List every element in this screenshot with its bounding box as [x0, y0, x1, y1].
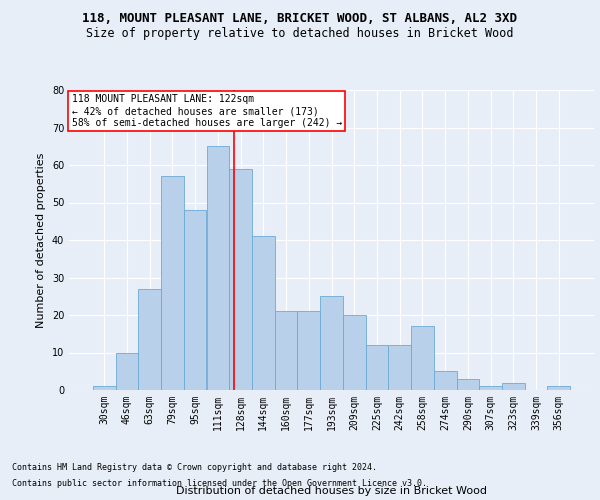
Bar [343, 315, 365, 390]
Bar [411, 326, 434, 390]
Y-axis label: Number of detached properties: Number of detached properties [36, 152, 46, 328]
Bar [116, 352, 139, 390]
Bar [320, 296, 343, 390]
Text: Contains public sector information licensed under the Open Government Licence v3: Contains public sector information licen… [12, 478, 427, 488]
Bar [161, 176, 184, 390]
Bar [365, 345, 388, 390]
Bar [139, 289, 161, 390]
Text: Contains HM Land Registry data © Crown copyright and database right 2024.: Contains HM Land Registry data © Crown c… [12, 464, 377, 472]
Bar [388, 345, 411, 390]
Bar [93, 386, 116, 390]
X-axis label: Distribution of detached houses by size in Bricket Wood: Distribution of detached houses by size … [176, 486, 487, 496]
Text: Size of property relative to detached houses in Bricket Wood: Size of property relative to detached ho… [86, 28, 514, 40]
Bar [275, 311, 298, 390]
Text: 118, MOUNT PLEASANT LANE, BRICKET WOOD, ST ALBANS, AL2 3XD: 118, MOUNT PLEASANT LANE, BRICKET WOOD, … [83, 12, 517, 26]
Bar [252, 236, 275, 390]
Bar [547, 386, 570, 390]
Bar [298, 311, 320, 390]
Bar [457, 379, 479, 390]
Bar [479, 386, 502, 390]
Bar [229, 169, 252, 390]
Bar [502, 382, 524, 390]
Bar [434, 371, 457, 390]
Bar [184, 210, 206, 390]
Bar [206, 146, 229, 390]
Text: 118 MOUNT PLEASANT LANE: 122sqm
← 42% of detached houses are smaller (173)
58% o: 118 MOUNT PLEASANT LANE: 122sqm ← 42% of… [71, 94, 342, 128]
